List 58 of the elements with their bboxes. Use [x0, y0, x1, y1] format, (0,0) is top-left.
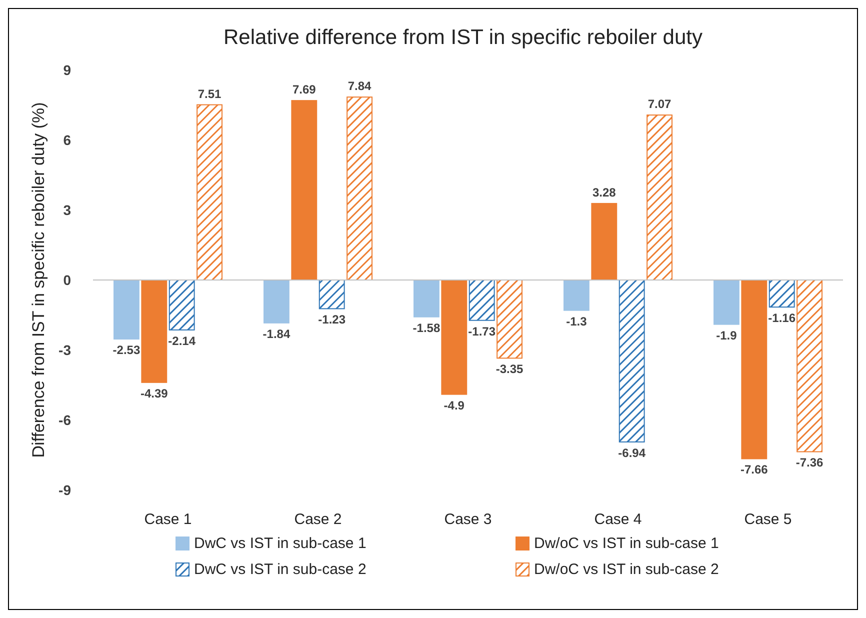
- y-tick-label: 6: [63, 132, 72, 148]
- legend-label: Dw/oC vs IST in sub-case 1: [534, 535, 719, 552]
- bar: [768, 280, 795, 308]
- data-label: -4.39: [140, 386, 168, 400]
- bar: [168, 280, 195, 330]
- y-tick-label: -6: [58, 412, 72, 428]
- data-label: -2.53: [112, 343, 140, 358]
- data-label: -1.3: [566, 314, 588, 328]
- bar: [346, 96, 372, 280]
- data-label: 7.84: [348, 79, 372, 94]
- data-label: -1.84: [262, 326, 290, 341]
- bar: [468, 280, 495, 321]
- data-label: -1.58: [412, 320, 440, 335]
- x-tick-label: Case 3: [444, 511, 492, 528]
- bar: [318, 280, 345, 310]
- x-tick-label: Case 4: [594, 511, 642, 528]
- data-label: 3.28: [592, 185, 616, 200]
- legend-label: Dw/oC vs IST in sub-case 2: [534, 561, 719, 578]
- data-label: -4.9: [444, 398, 465, 412]
- data-label: -1.9: [716, 328, 738, 342]
- bar: [741, 280, 768, 460]
- y-tick-label: -3: [58, 342, 72, 358]
- data-label: 7.69: [292, 82, 316, 97]
- bar: [796, 280, 822, 452]
- legend-label: DwC vs IST in sub-case 2: [194, 561, 366, 578]
- bar: [496, 280, 522, 359]
- y-tick-label: -9: [58, 482, 72, 498]
- y-tick-label: 9: [63, 62, 72, 78]
- bar: [291, 100, 318, 280]
- x-tick-label: Case 5: [744, 511, 792, 528]
- data-label: -1.23: [318, 312, 346, 327]
- bar: [591, 202, 618, 280]
- x-tick-label: Case 1: [144, 511, 192, 528]
- bar: [618, 280, 645, 442]
- bar: [414, 280, 440, 318]
- data-label: -1.16: [768, 311, 796, 326]
- data-label: -2.14: [168, 334, 196, 348]
- bar: [196, 104, 222, 280]
- bar: [564, 280, 590, 311]
- y-tick-label: 3: [63, 202, 72, 218]
- y-axis-title: Difference from IST in specific reboiler duty (%): [29, 102, 48, 458]
- bar: [646, 114, 672, 280]
- data-label: -7.36: [796, 456, 824, 470]
- x-tick-label: Case 2: [294, 511, 342, 528]
- data-label: -7.66: [740, 462, 768, 477]
- bar: [114, 280, 140, 340]
- data-label: -3.35: [496, 362, 524, 376]
- data-label: -1.73: [468, 324, 496, 338]
- chart-title: Relative difference from IST in specific reboiler duty: [224, 26, 703, 49]
- bar: [714, 280, 740, 325]
- y-tick-label: 0: [63, 272, 72, 288]
- data-label: -6.94: [618, 446, 646, 460]
- data-label: 7.07: [648, 97, 672, 112]
- bar: [141, 280, 168, 383]
- bar: [441, 280, 468, 395]
- data-label: 7.51: [198, 86, 222, 101]
- legend-label: DwC vs IST in sub-case 1: [194, 535, 366, 552]
- bar: [264, 280, 290, 324]
